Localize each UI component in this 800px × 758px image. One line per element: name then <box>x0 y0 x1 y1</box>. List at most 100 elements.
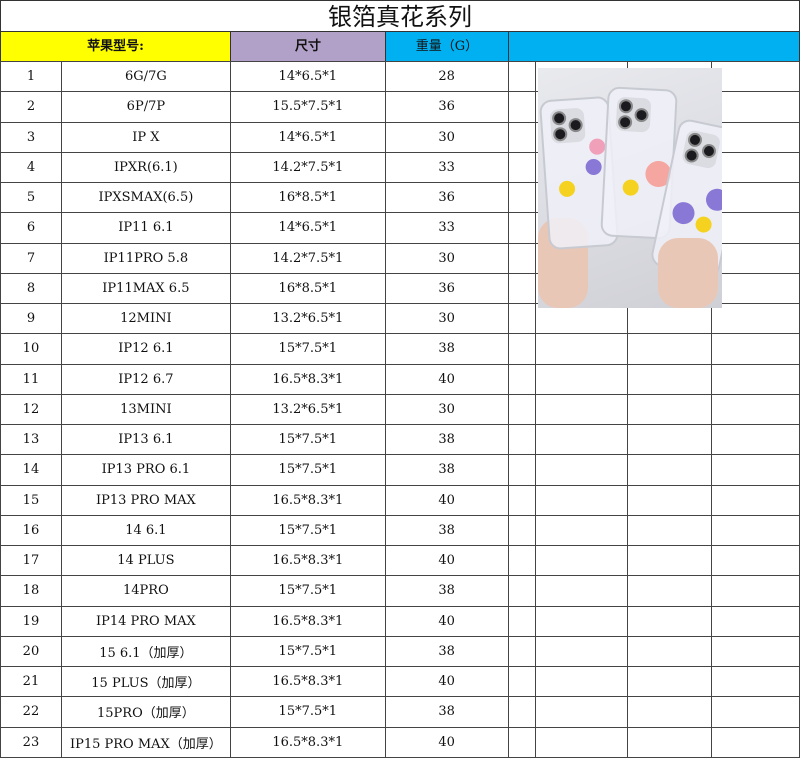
empty-cell <box>507 363 537 395</box>
empty-cell <box>711 665 800 698</box>
sheet-title: 银箔真花系列 <box>0 0 800 32</box>
empty-cell <box>711 272 800 305</box>
empty-cell <box>627 454 713 486</box>
weight-cell: 36 <box>384 181 509 214</box>
row-number: 23 <box>0 726 62 758</box>
row-number: 6 <box>0 212 62 244</box>
weight-cell: 38 <box>384 514 509 547</box>
weight-cell: 40 <box>384 665 509 698</box>
row-number: 15 <box>0 484 62 516</box>
size-cell: 16.5*8.3*1 <box>229 363 386 395</box>
table-row: 17 14 PLUS 16.5*8.3*1 40 <box>0 544 800 577</box>
empty-cell <box>507 454 537 486</box>
model-cell: 15 6.1（加厚） <box>60 635 231 668</box>
empty-cell <box>535 302 629 335</box>
size-cell: 15*7.5*1 <box>229 454 386 486</box>
header-blank <box>508 31 800 62</box>
empty-cell <box>711 151 800 184</box>
empty-cell <box>507 575 537 607</box>
empty-cell <box>711 212 800 244</box>
empty-cell <box>535 726 629 758</box>
table-row: 10 IP12 6.1 15*7.5*1 38 <box>0 333 800 365</box>
empty-cell <box>507 60 537 93</box>
model-cell: IP14 PRO MAX <box>60 605 231 637</box>
row-number: 22 <box>0 696 62 728</box>
size-cell: 14*6.5*1 <box>229 212 386 244</box>
weight-cell: 30 <box>384 242 509 274</box>
empty-cell <box>507 212 537 244</box>
empty-cell <box>535 393 629 426</box>
weight-cell: 40 <box>384 544 509 577</box>
empty-cell <box>507 423 537 456</box>
empty-cell <box>627 484 713 516</box>
empty-cell <box>627 605 713 637</box>
empty-cell <box>711 121 800 153</box>
empty-cell <box>535 605 629 637</box>
header-model: 苹果型号: <box>0 31 231 62</box>
empty-cell <box>507 302 537 335</box>
empty-cell <box>711 575 800 607</box>
size-cell: 15*7.5*1 <box>229 514 386 547</box>
size-cell: 16.5*8.3*1 <box>229 544 386 577</box>
empty-cell <box>507 393 537 426</box>
empty-cell <box>507 696 537 728</box>
row-number: 14 <box>0 454 62 486</box>
model-cell: IP13 6.1 <box>60 423 231 456</box>
empty-cell <box>507 151 537 184</box>
size-cell: 13.2*6.5*1 <box>229 393 386 426</box>
row-number: 8 <box>0 272 62 305</box>
empty-cell <box>507 665 537 698</box>
empty-cell <box>627 575 713 607</box>
empty-cell <box>507 272 537 305</box>
row-number: 4 <box>0 151 62 184</box>
size-cell: 14.2*7.5*1 <box>229 151 386 184</box>
table-row: 21 15 PLUS（加厚） 16.5*8.3*1 40 <box>0 665 800 698</box>
empty-cell <box>627 514 713 547</box>
model-cell: 14PRO <box>60 575 231 607</box>
table-row: 23 IP15 PRO MAX（加厚） 16.5*8.3*1 40 <box>0 726 800 758</box>
row-number: 9 <box>0 302 62 335</box>
row-number: 21 <box>0 665 62 698</box>
empty-cell <box>535 514 629 547</box>
empty-cell <box>711 605 800 637</box>
empty-cell <box>711 423 800 456</box>
size-cell: 16*8.5*1 <box>229 272 386 305</box>
row-number: 1 <box>0 60 62 93</box>
weight-cell: 38 <box>384 635 509 668</box>
row-number: 16 <box>0 514 62 547</box>
empty-cell <box>535 544 629 577</box>
header-weight: 重量（G） <box>385 31 509 62</box>
empty-cell <box>507 484 537 516</box>
weight-cell: 28 <box>384 60 509 93</box>
empty-cell <box>507 635 537 668</box>
table-row: 22 15PRO（加厚） 15*7.5*1 38 <box>0 696 800 728</box>
weight-cell: 30 <box>384 393 509 426</box>
table-row: 15 IP13 PRO MAX 16.5*8.3*1 40 <box>0 484 800 516</box>
empty-cell <box>627 544 713 577</box>
table-row: 20 15 6.1（加厚） 15*7.5*1 38 <box>0 635 800 668</box>
weight-cell: 40 <box>384 484 509 516</box>
row-number: 19 <box>0 605 62 637</box>
empty-cell <box>535 484 629 516</box>
model-cell: IP13 PRO 6.1 <box>60 454 231 486</box>
empty-cell <box>627 393 713 426</box>
weight-cell: 36 <box>384 91 509 123</box>
empty-cell <box>711 635 800 668</box>
empty-cell <box>507 242 537 274</box>
empty-cell <box>507 333 537 365</box>
empty-cell <box>535 665 629 698</box>
empty-cell <box>627 423 713 456</box>
weight-cell: 33 <box>384 212 509 244</box>
row-number: 3 <box>0 121 62 153</box>
weight-cell: 40 <box>384 726 509 758</box>
weight-cell: 30 <box>384 302 509 335</box>
empty-cell <box>711 484 800 516</box>
empty-cell <box>507 514 537 547</box>
product-photo <box>538 68 722 308</box>
empty-cell <box>535 454 629 486</box>
empty-cell <box>535 696 629 728</box>
table-row: 13 IP13 6.1 15*7.5*1 38 <box>0 423 800 456</box>
row-number: 18 <box>0 575 62 607</box>
model-cell: 13MINI <box>60 393 231 426</box>
empty-cell <box>627 696 713 728</box>
